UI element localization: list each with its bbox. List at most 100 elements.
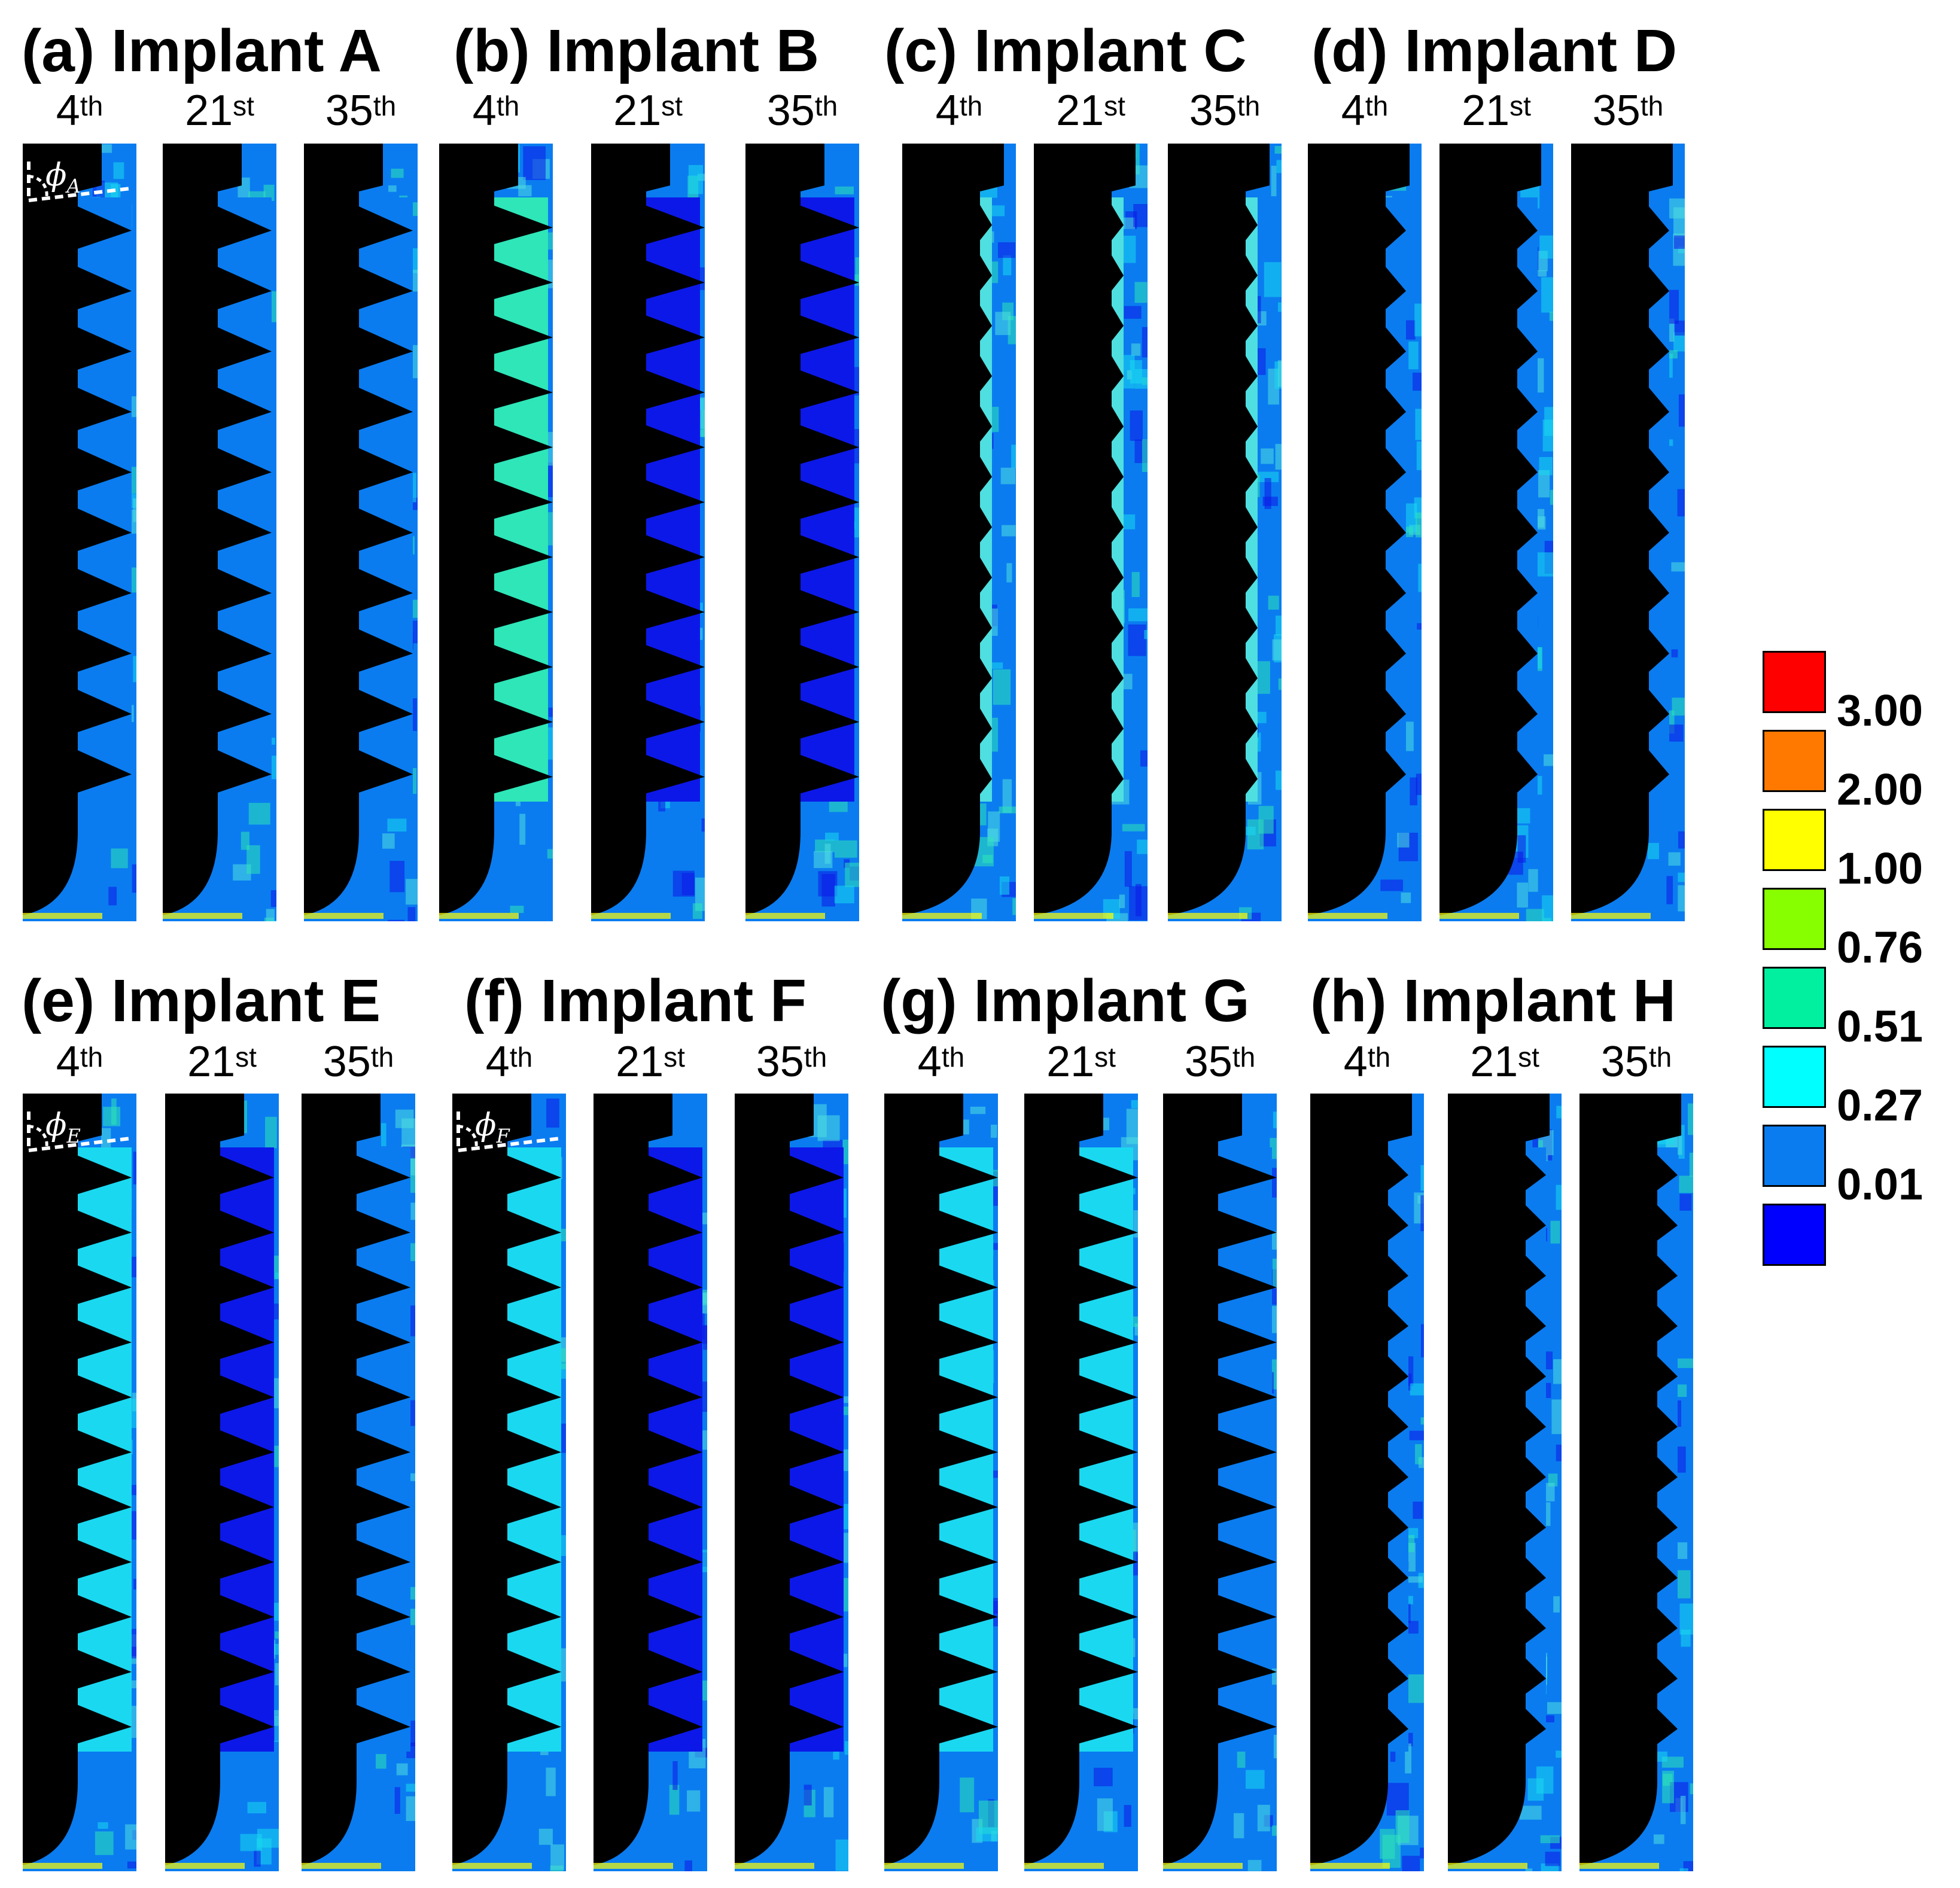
stress-patch (125, 1824, 136, 1850)
stress-patch (1414, 303, 1422, 337)
stress-patch (1277, 360, 1282, 387)
implant-thread (494, 205, 553, 245)
stress-patch (995, 312, 1011, 336)
panel-title-d: (d) Implant D (1311, 17, 1678, 84)
stress-patch (133, 1579, 136, 1590)
implant-core (23, 144, 102, 915)
time-suffix: th (370, 1042, 394, 1073)
implant-thread (790, 1595, 844, 1634)
stress-patch (845, 863, 859, 887)
stress-patch (1094, 1768, 1113, 1786)
stress-patch (1122, 514, 1136, 529)
implant-thread (1388, 1356, 1408, 1392)
stress-patch (1246, 1770, 1265, 1789)
time-suffix: th (941, 1042, 965, 1073)
implant-thread (218, 267, 272, 309)
stress-patch (999, 876, 1010, 895)
implant-core (23, 1094, 102, 1865)
panel-e-4th: ϕE (23, 1094, 136, 1871)
implant-thread (357, 1540, 410, 1579)
stress-patch (692, 903, 702, 919)
stress-patch (1673, 235, 1685, 249)
implant-thread (646, 535, 705, 574)
implant-thread (1517, 388, 1538, 430)
stress-patch (1539, 235, 1553, 259)
time-label-c-4th: 4th (902, 84, 1016, 138)
colorbar-label: 0.76 (1837, 922, 1924, 972)
implant-thread (1079, 1265, 1138, 1304)
stress-patch (1273, 1112, 1277, 1128)
implant-core (452, 1094, 531, 1865)
stress-patch (1556, 1750, 1562, 1758)
time-number: 21 (613, 87, 662, 135)
implant-thread (1112, 607, 1124, 643)
stress-patch (248, 803, 270, 825)
implant-thread (507, 1155, 561, 1195)
stress-patch (1540, 1835, 1560, 1844)
stress-patch (1264, 262, 1282, 297)
implant-core (1308, 144, 1410, 915)
implant-core (1448, 1094, 1550, 1865)
stress-patch (823, 1787, 834, 1817)
stress-patch (1666, 876, 1673, 905)
implant-thread (1218, 1320, 1277, 1359)
stress-patch (1128, 624, 1146, 656)
time-suffix: st (1509, 90, 1531, 121)
implant-thread (1526, 1356, 1546, 1392)
time-label-b-21st: 21st (591, 84, 705, 138)
panel-f-35th (735, 1094, 848, 1871)
angle-label: ϕE (45, 1107, 81, 1147)
implant-thread (1246, 507, 1258, 543)
implant-thread (218, 750, 272, 793)
implant-thread (801, 205, 859, 245)
implant-thread (78, 629, 132, 672)
implant-thread (1079, 1155, 1138, 1195)
implant-thread (1517, 327, 1538, 370)
panel-title-h: (h) Implant H (1310, 967, 1676, 1034)
implant-thread (646, 205, 705, 245)
implant-thread (646, 700, 705, 739)
stress-patch (1124, 851, 1132, 887)
implant-thread (220, 1485, 274, 1524)
stress-patch (1556, 1184, 1562, 1210)
implant-thread (78, 1430, 132, 1469)
implant-thread (359, 690, 413, 732)
time-suffix: th (373, 90, 397, 121)
stress-patch (1234, 1813, 1244, 1838)
panel-a-35th (304, 144, 418, 921)
stress-patch (1247, 1860, 1262, 1871)
stress-patch (1272, 639, 1282, 660)
time-label-h-4th: 4th (1310, 1035, 1424, 1089)
colorbar-swatch (1763, 1125, 1826, 1187)
implant-thread (494, 370, 553, 409)
implant-thread (78, 1265, 132, 1304)
implant-thread (939, 1320, 998, 1359)
implant-thread (1079, 1430, 1138, 1469)
stress-patch (1662, 1771, 1674, 1804)
stress-patch (1380, 1829, 1395, 1859)
stress-patch (1122, 824, 1145, 832)
implant-thread (801, 590, 859, 629)
implant-thread (939, 1704, 998, 1744)
stress-patch (1144, 630, 1148, 640)
stress-patch (1270, 1668, 1277, 1685)
implant-thread (1079, 1704, 1138, 1744)
implant-thread (1526, 1306, 1546, 1342)
implant-thread (78, 1595, 132, 1634)
stress-patch (976, 1827, 998, 1842)
stress-patch (257, 1829, 279, 1848)
time-label-c-35th: 35th (1168, 84, 1282, 138)
stress-patch (1556, 1106, 1562, 1119)
implant-thread (1388, 1205, 1408, 1241)
panel-e-35th (302, 1094, 415, 1871)
time-number: 4 (935, 87, 960, 135)
stress-patch (1420, 1417, 1424, 1425)
implant-thread (939, 1485, 998, 1524)
stress-patch (1550, 1220, 1560, 1244)
implant-thread (649, 1375, 702, 1414)
colorbar-label: 1.00 (1837, 843, 1924, 893)
stress-patch (1420, 1195, 1424, 1232)
panel-h-4th (1310, 1094, 1424, 1871)
stress-patch (1545, 1852, 1560, 1866)
